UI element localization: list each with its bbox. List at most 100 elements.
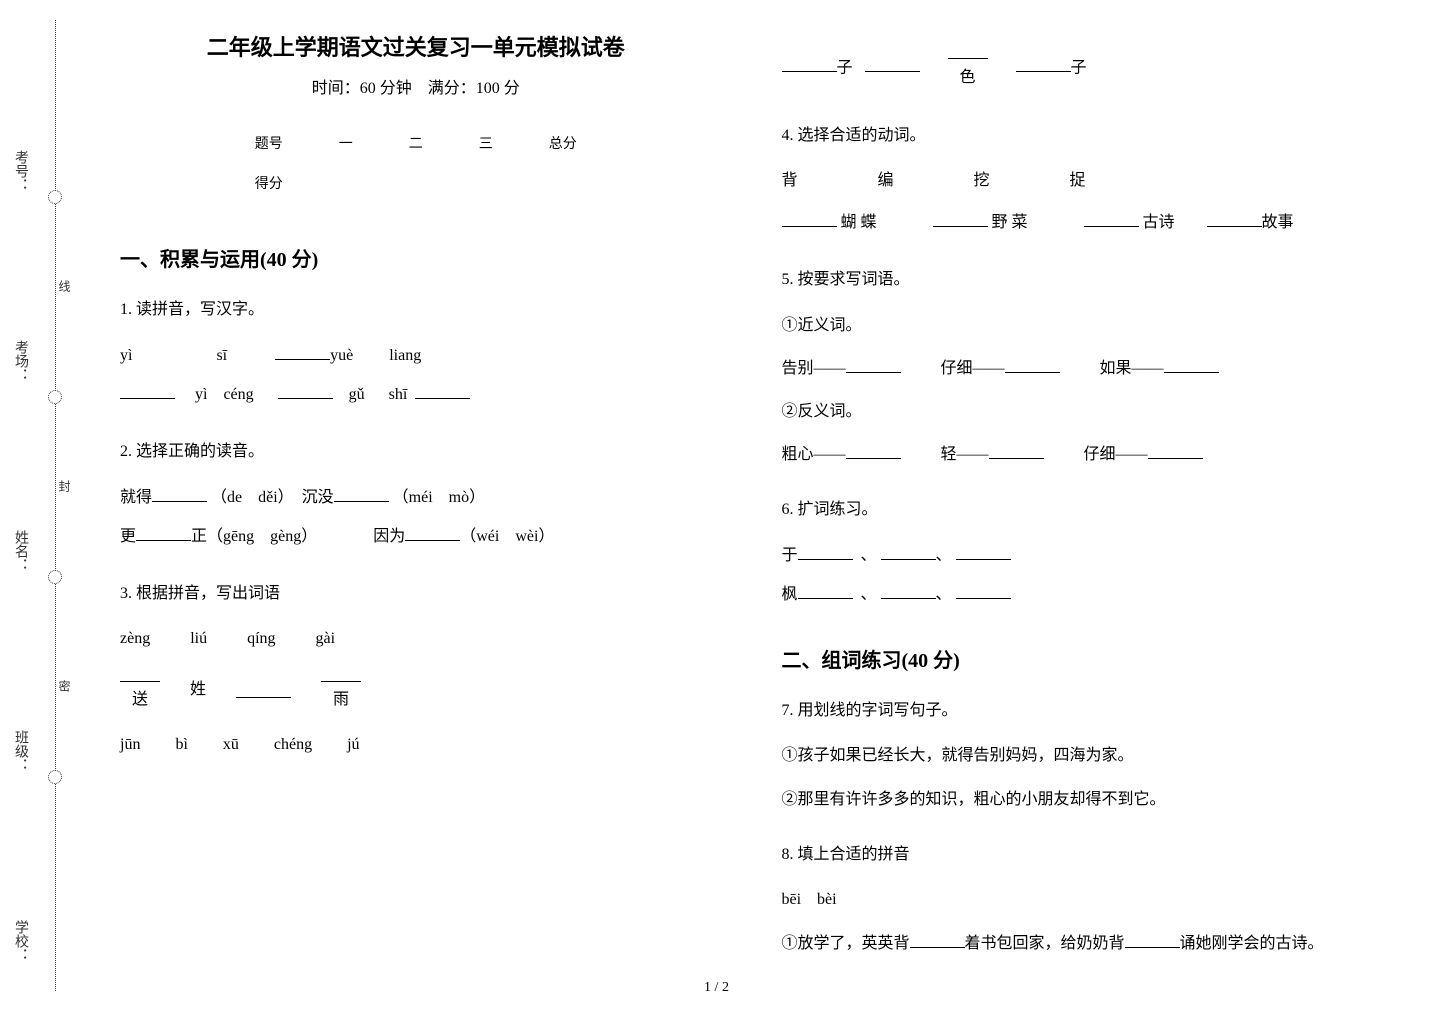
blank [120,662,160,681]
q3-row1: zèng liú qíng gài [120,621,712,656]
blank [334,486,389,502]
q5-prompt: 5. 按要求写词语。 [782,262,1374,297]
blank [1148,443,1203,459]
q7-line1: ①孩子如果已经长大，就得告别妈妈，四海为家。 [782,738,1374,773]
q8-prompt: 8. 填上合适的拼音 [782,837,1374,872]
q2-prompt: 2. 选择正确的读音。 [120,434,712,469]
binding-dotted-line [55,20,56,991]
syn-item: 如果—— [1100,351,1219,386]
char: 姓 [190,672,206,707]
blank [798,544,853,560]
char-stack: 色 [948,40,988,98]
blank [1016,56,1071,72]
blank [278,383,333,399]
pinyin: céng [223,386,253,403]
text: 更 [120,528,136,545]
pinyin: yuè [330,347,353,364]
table-row: 题号 一 二 三 总分 [227,123,605,163]
q3-continuation: 子 色 子 [782,40,1374,98]
score-cell: 得分 [227,163,311,203]
q2-line1: 就得 （de děi） 沉没 （méi mò） [120,479,712,517]
exam-subtitle: 时间：60 分钟 满分：100 分 [120,74,712,98]
blank [956,583,1011,599]
text: 诵她刚学会的古诗。 [1180,935,1324,952]
syn-item: 仔细—— [1084,437,1203,472]
blank [120,383,175,399]
char-stack: 雨 [321,662,361,716]
pinyin: bì [175,727,187,762]
text: 正（gēng gèng） [191,528,317,545]
section-1-heading: 一、积累与运用(40 分) [120,243,712,272]
binding-strip: 学校： 班级： 姓名： 考场： 考号： 密 封 线 [0,0,70,1011]
q6-line2: 枫 、 、 [782,576,1374,614]
syn-item: 告别—— [782,351,901,386]
q7-line2: ②那里有许许多多的知识，粗心的小朋友却得不到它。 [782,782,1374,817]
text: （de děi） 沉没 [211,489,334,506]
pinyin: sī [216,347,227,364]
score-cell [311,163,381,203]
pinyin-stack: qíng [247,621,275,656]
pinyin: yì [120,347,132,364]
q1-row1: yì sī yuè liang [120,337,712,375]
char: 子 [1071,59,1087,76]
text: 着书包回家，给奶奶背 [965,935,1125,952]
syn-item: 粗心—— [782,437,901,472]
word: 捉 [1070,163,1086,198]
pinyin: jūn [120,727,140,762]
column-left: 二年级上学期语文过关复习一单元模拟试卷 时间：60 分钟 满分：100 分 题号… [70,0,752,1011]
char: 送 [120,682,160,717]
blank [415,383,470,399]
pinyin: shī [389,386,408,403]
q3-row1-chars: 送 姓 雨 [120,662,712,716]
char: 枫 [782,586,798,603]
blank [798,583,853,599]
blank [275,344,330,360]
question-3: 3. 根据拼音，写出词语 zèng liú qíng gài 送 姓 雨 jūn… [120,576,712,762]
target: 野 菜 [992,214,1028,231]
text: ①放学了，英英背 [782,935,910,952]
score-cell [381,163,451,203]
blank [782,56,837,72]
text: 轻—— [941,446,989,463]
text: 仔细—— [1084,446,1148,463]
score-cell [451,163,521,203]
char: 色 [948,59,988,97]
text: （wéi wèi） [460,528,554,545]
q5-sub1: ①近义词。 [782,308,1374,343]
blank [846,357,901,373]
binding-circle [48,770,62,784]
blank [1084,211,1139,227]
q2-line2: 更正（gēng gèng） 因为（wéi wèi） [120,518,712,556]
score-header: 一 [311,123,381,163]
blank [1164,357,1219,373]
page-number: 1 / 2 [704,980,729,996]
q4-words: 背 编 挖 捉 [782,163,1374,198]
blank [933,211,988,227]
question-5: 5. 按要求写词语。 ①近义词。 告别—— 仔细—— 如果—— ②反义词。 粗心… [782,262,1374,472]
target: 蝴 蝶 [841,214,877,231]
char: 于 [782,547,798,564]
score-cell [521,163,605,203]
text: 如果—— [1100,360,1164,377]
word: 挖 [974,163,990,198]
q7-prompt: 7. 用划线的字词写句子。 [782,693,1374,728]
binding-seal-mi: 密 [56,680,73,700]
blank [152,486,207,502]
q6-line1: 于 、 、 [782,537,1374,575]
text: 就得 [120,489,152,506]
blank [321,662,361,681]
pinyin: jú [347,727,359,762]
q4-prompt: 4. 选择合适的动词。 [782,118,1374,153]
text: （méi mò） [393,489,485,506]
pinyin: qíng [247,621,275,656]
binding-seal-xian: 线 [56,280,73,300]
question-7: 7. 用划线的字词写句子。 ①孩子如果已经长大，就得告别妈妈，四海为家。 ②那里… [782,693,1374,817]
main-content: 二年级上学期语文过关复习一单元模拟试卷 时间：60 分钟 满分：100 分 题号… [70,0,1433,1011]
text: 告别—— [782,360,846,377]
pinyin: liú [190,621,207,656]
column-right: 子 色 子 4. 选择合适的动词。 背 编 挖 捉 蝴 蝶 野 菜 [752,0,1433,1011]
blank [989,443,1044,459]
pinyin: gǔ [349,386,365,403]
section-2-heading: 二、组词练习(40 分) [782,644,1374,673]
question-6: 6. 扩词练习。 于 、 、 枫 、 、 [782,492,1374,614]
